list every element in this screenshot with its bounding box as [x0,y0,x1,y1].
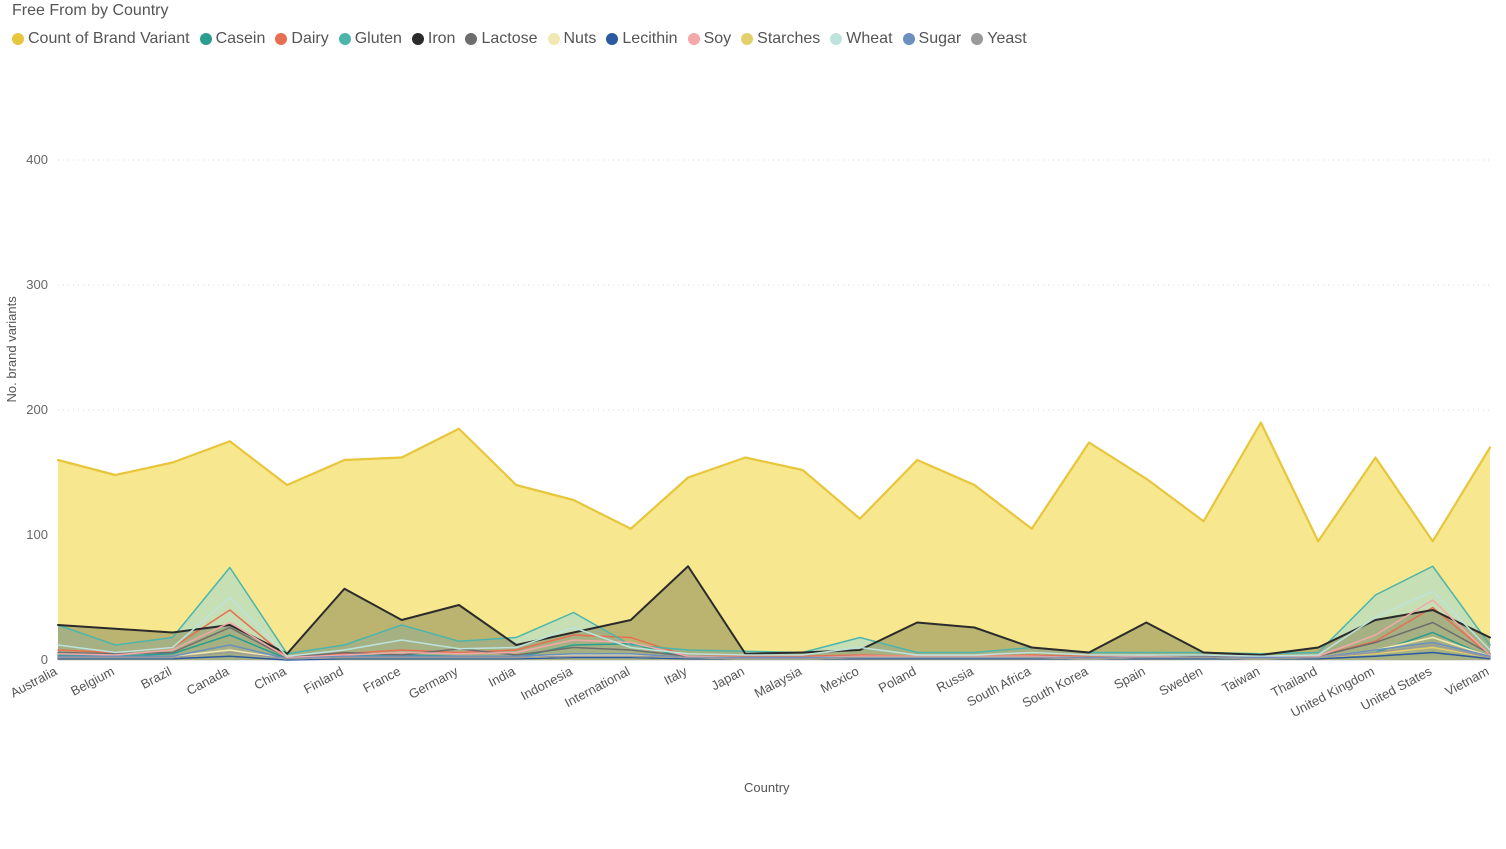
legend-swatch [741,33,753,45]
legend-label: Count of Brand Variant [28,30,190,48]
legend-label: Yeast [987,30,1026,48]
x-tick-label: France [360,663,403,695]
x-tick-label: Vietnam [1442,663,1491,699]
legend-swatch [412,33,424,45]
x-tick-label: Spain [1111,663,1147,692]
x-tick-label: Australia [8,663,60,700]
legend-swatch [830,33,842,45]
x-tick-label: Finland [301,663,346,696]
legend-label: Sugar [919,30,962,48]
legend-label: Soy [704,30,732,48]
y-axis-label: No. brand variants [4,296,19,402]
legend-item[interactable]: Gluten [339,30,402,48]
legend-item[interactable]: Iron [412,30,456,48]
x-tick-label: Mexico [818,663,861,696]
legend-label: Nuts [564,30,597,48]
legend-item[interactable]: Nuts [548,30,597,48]
x-tick-label: Japan [708,663,746,693]
legend-label: Starches [757,30,820,48]
legend-item[interactable]: Casein [200,30,266,48]
legend-item[interactable]: Sugar [903,30,962,48]
x-axis-label: Country [744,780,790,795]
x-tick-label: Sweden [1156,663,1205,698]
y-tick-label: 200 [26,402,48,417]
legend-item[interactable]: Starches [741,30,820,48]
legend-swatch [971,33,983,45]
legend-swatch [12,33,24,45]
x-tick-label: Germany [406,663,461,702]
legend-item[interactable]: Lecithin [606,30,677,48]
x-tick-label: Canada [184,663,232,698]
legend-item[interactable]: Wheat [830,30,892,48]
area-series [58,423,1490,661]
legend-label: Wheat [846,30,892,48]
plot-area: No. brand variants 0 100 200 300 400 Australi… [0,80,1506,849]
legend-item[interactable]: Dairy [275,30,328,48]
x-tick-label: India [486,663,519,690]
x-tick-label: Russia [934,663,977,695]
x-tick-label: Poland [876,663,919,695]
chart-title: Free From by Country [12,2,168,20]
x-tick-label: Malaysia [752,663,805,701]
x-tick-label: Belgium [68,663,117,698]
y-tick-label: 0 [41,652,48,667]
legend-label: Lactose [481,30,537,48]
x-tick-label: Taiwan [1220,663,1263,695]
legend-label: Lecithin [622,30,677,48]
legend-item[interactable]: Lactose [465,30,537,48]
legend-label: Dairy [291,30,328,48]
x-tick-label: South Korea [1020,663,1092,711]
chart-svg: 0 100 200 300 400 AustraliaBelgium Brazil Canad… [0,80,1506,780]
legend-label: Casein [216,30,266,48]
y-tick-label: 400 [26,152,48,167]
legend-item[interactable]: Yeast [971,30,1026,48]
chart-legend: Count of Brand Variant Casein Dairy Gluten I… [12,30,1494,48]
y-tick-label: 300 [26,277,48,292]
legend-swatch [200,33,212,45]
legend-swatch [548,33,560,45]
legend-swatch [339,33,351,45]
legend-swatch [465,33,477,45]
legend-item[interactable]: Count of Brand Variant [12,30,190,48]
legend-swatch [275,33,287,45]
x-tick-label: International [562,663,632,710]
legend-swatch [606,33,618,45]
y-tick-label: 100 [26,527,48,542]
x-tick-label: China [251,663,289,693]
legend-swatch [903,33,915,45]
legend-label: Gluten [355,30,402,48]
legend-label: Iron [428,30,456,48]
legend-swatch [688,33,700,45]
x-tick-label: Italy [661,663,690,688]
x-tick-label: Brazil [138,663,174,692]
legend-item[interactable]: Soy [688,30,732,48]
